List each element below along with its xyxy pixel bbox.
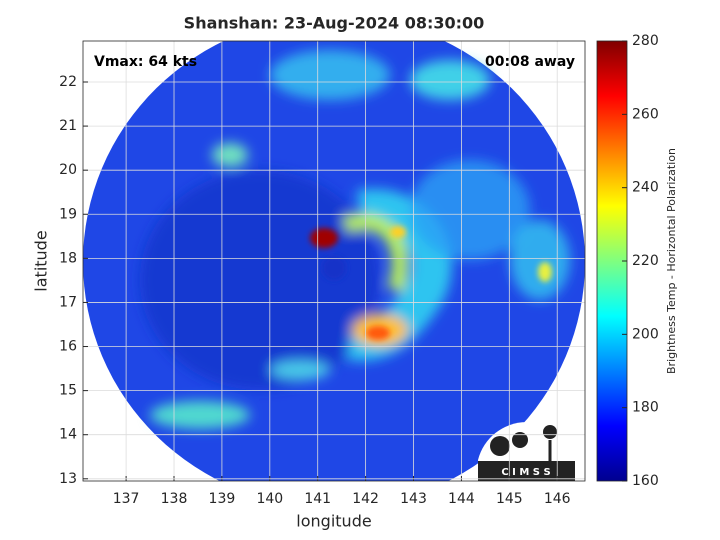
y-tick-label: 18: [59, 250, 77, 266]
colorbar-tick-label: 220: [632, 253, 659, 269]
logo: C I M S S: [478, 422, 575, 481]
colorbar-tick-label: 280: [632, 33, 659, 49]
plot-frame: [82, 40, 586, 482]
chart-title: Shanshan: 23-Aug-2024 08:30:00: [184, 14, 485, 33]
x-tick-label: 144: [448, 491, 475, 507]
y-tick-label: 14: [59, 427, 77, 443]
x-tick-label: 146: [544, 491, 571, 507]
colorbar-tick-label: 260: [632, 106, 659, 122]
satellite-image: [83, 41, 585, 481]
y-tick-label: 15: [59, 383, 77, 399]
x-tick-label: 145: [496, 491, 523, 507]
x-tick-label: 140: [256, 491, 283, 507]
x-tick-label: 137: [113, 491, 140, 507]
colorbar-label: Brightness Temp - Horizontal Polarizatio…: [665, 148, 678, 374]
annotation: Vmax: 64 kts: [94, 54, 197, 70]
colorbar-tick-label: 180: [632, 400, 659, 416]
logo-text: C I M S S: [501, 467, 550, 478]
y-tick-label: 17: [59, 294, 77, 310]
x-tick-label: 143: [400, 491, 427, 507]
colorbar-tick-label: 200: [632, 326, 659, 342]
y-tick-label: 19: [59, 206, 77, 222]
y-tick-label: 20: [59, 162, 77, 178]
x-tick-label: 142: [352, 491, 379, 507]
x-tick-label: 139: [209, 491, 236, 507]
x-tick-label: 138: [161, 491, 188, 507]
x-axis-label: longitude: [296, 512, 371, 531]
colorbar-tick-label: 240: [632, 180, 659, 196]
y-tick-label: 21: [59, 118, 77, 134]
colorbar-tick-label: 160: [632, 473, 659, 489]
x-tick-label: 141: [304, 491, 331, 507]
y-axis-label: latitude: [32, 230, 51, 291]
y-tick-label: 13: [59, 471, 77, 487]
annotation: 00:08 away: [485, 54, 575, 70]
y-tick-label: 22: [59, 74, 77, 90]
y-tick-label: 16: [59, 339, 77, 355]
